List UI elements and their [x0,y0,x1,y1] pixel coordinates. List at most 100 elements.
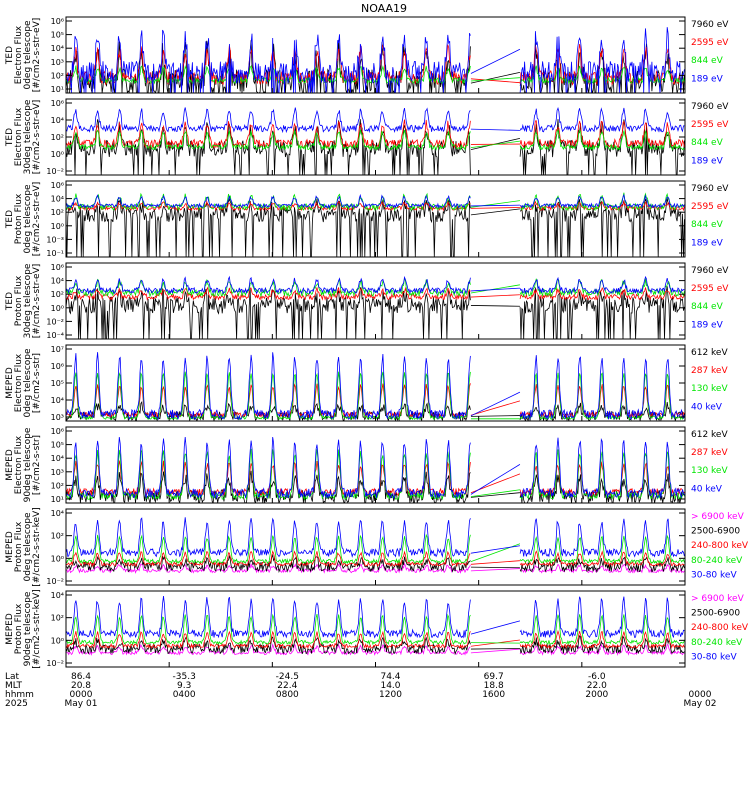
gap-connector [470,489,520,498]
y-tick-label: 10⁴ [51,591,64,600]
y-tick-label: 10⁵ [51,379,64,388]
y-axis-label: MEPED [5,449,15,481]
y-tick-label: 10⁻² [46,577,64,586]
y-axis-label: Electron Flux [14,435,24,494]
legend-entry: > 6900 keV [691,594,745,604]
gap-connector [470,648,520,654]
y-axis-label: 0deg telescope [23,20,33,90]
series-line-green [66,533,685,565]
y-axis-label: 0deg telescope [23,184,33,254]
panel-2: 10⁻² 10⁰ 10² 10⁴ 10⁶ TED Electron Flux 30deg te… [5,98,729,176]
x-tick-label: 22.4 [277,681,297,691]
legend-entry: 612 keV [691,348,728,358]
y-tick-label: 10⁰ [51,554,64,563]
y-tick-label: 10⁶ [51,362,64,371]
y-axis-label: Electron Flux [14,107,24,166]
series-line-green [66,277,685,298]
x-tick-label: 18.8 [484,681,504,691]
series-line-green [66,65,685,85]
y-tick-label: 10¹ [51,495,64,504]
legend-entry: 240-800 keV [691,541,749,551]
panel-7: 10⁻² 10⁰ 10² 10⁴ MEPED Proton Flux 0deg telesc… [5,507,749,586]
gap-connector [470,560,520,565]
gap-connector [470,648,520,650]
y-axis-label: [#/cm2-s-str-eV] [32,182,42,257]
series-line-blue [66,517,685,558]
gap-connector [470,77,520,82]
x-tick-label: 22.0 [587,681,607,691]
series-line-red [66,119,685,150]
legend-entry: 7960 eV [691,102,729,112]
panel-5: 10³ 10⁴ 10⁵ 10⁶ 10⁷ MEPED Electron Flux 0deg te… [5,344,728,422]
y-axis-label: TED [5,292,15,311]
legend-entry: 2595 eV [691,120,729,130]
gap-connector [470,207,520,209]
y-axis-label: Electron Flux [14,25,24,84]
chart-title: NOAA19 [361,2,407,15]
legend-entry: 2595 eV [691,38,729,48]
series-line-black [66,286,685,339]
series-line-blue [66,352,685,421]
legend-entry: 30-80 keV [691,652,737,662]
y-tick-label: 10² [51,532,64,541]
x-row-label: 2025 [5,699,28,709]
series-line-black [66,553,685,574]
y-axis-label: [#/cm2-s-str] [32,353,42,413]
panel-frame [65,508,686,586]
y-tick-label: 10⁶ [51,17,64,26]
y-axis-label: Proton Flux [14,521,24,572]
panel-4: 10⁻⁴ 10⁻² 10⁰ 10² 10⁴ 10⁶ TED Proton Flux 30deg … [5,262,729,340]
y-axis-label: [#/cm2-s-str-eV] [32,18,42,93]
series-line-blue [66,106,685,134]
x-tick-label: 0000 [70,690,93,700]
y-axis-label: TED [5,128,15,147]
y-tick-label: 10⁻² [46,167,64,176]
y-tick-label: 10⁻³ [46,235,64,244]
legend-entry: 2595 eV [691,202,729,212]
y-axis-label: Proton Flux [14,193,24,244]
legend-entry: 7960 eV [691,266,729,276]
y-tick-label: 10⁶ [51,99,64,108]
gap-connector [470,492,520,498]
panel-3: 10⁻¹ 10⁻³ 10⁰ 10² 10⁴ 10⁶ TED Proton Flux 0deg t… [5,180,729,258]
gap-connector [470,48,521,74]
gap-connector [470,400,521,416]
y-tick-label: 10⁵ [51,441,64,450]
panel-1: 10¹ 10² 10³ 10⁴ 10⁵ 10⁶ TED Electron Flux 0deg t… [5,16,729,94]
x-row-label: Lat [5,672,20,682]
y-tick-label: 10⁻¹ [46,249,64,258]
y-tick-label: 10³ [51,468,64,477]
legend-entry: 287 keV [691,448,728,458]
series-line-green [66,128,685,151]
x-tick-label: 14.0 [380,681,400,691]
y-axis-label: 0deg telescope [23,348,33,418]
y-tick-label: 10² [51,133,64,142]
y-tick-label: 10⁴ [51,44,64,53]
legend-entry: 844 eV [691,220,724,230]
legend-entry: 2500-6900 [691,527,740,537]
x-tick-label: 0800 [276,690,299,700]
y-axis-label: 90deg telescope [23,591,33,666]
y-tick-label: 10² [51,71,64,80]
y-axis-label: 90deg telescope [23,427,33,502]
y-axis-label: 0deg telescope [23,512,33,582]
gap-connector [470,294,520,298]
y-tick-label: 10² [51,614,64,623]
x-tick-label: 0000 [689,690,712,700]
gap-connector [470,208,520,216]
gap-connector [470,287,520,292]
legend-entry: 7960 eV [691,184,729,194]
series-line-blue [66,275,685,295]
x-tick-label: 0400 [173,690,196,700]
legend-entry: 130 keV [691,384,728,394]
x-tick-label: 20.8 [71,681,91,691]
series-line-magenta [66,562,685,574]
gap-connector [470,568,520,572]
y-tick-label: 10¹ [51,85,64,94]
y-tick-label: 10⁶ [51,181,64,190]
y-axis-label: Electron Flux [14,353,24,412]
legend-entry: 844 eV [691,302,724,312]
x-tick-label: 86.4 [71,672,91,682]
gap-connector [470,305,520,307]
